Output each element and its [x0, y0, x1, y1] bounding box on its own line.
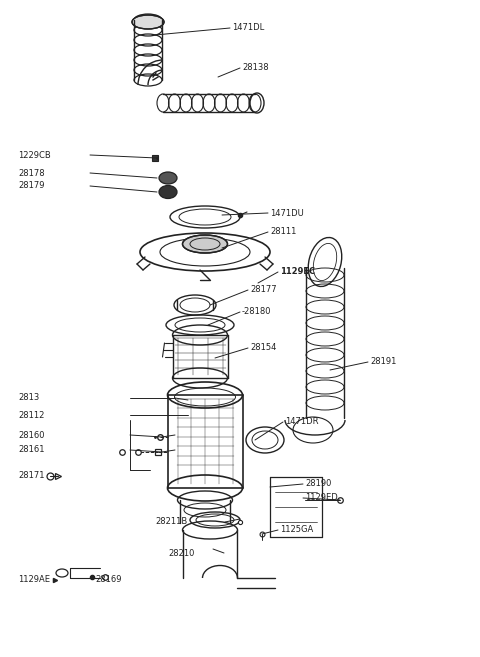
- Text: 28191: 28191: [370, 357, 396, 367]
- Text: 1229CB: 1229CB: [18, 150, 51, 160]
- Text: 28154: 28154: [250, 344, 276, 353]
- Text: 28138: 28138: [242, 64, 269, 72]
- Text: 1471DU: 1471DU: [270, 208, 304, 217]
- Text: 1471DL: 1471DL: [232, 24, 264, 32]
- Text: 28190: 28190: [305, 480, 331, 489]
- Text: 28171: 28171: [18, 472, 45, 480]
- Text: 28210: 28210: [168, 549, 194, 558]
- Text: 1125GA: 1125GA: [280, 526, 313, 535]
- Text: 28111: 28111: [270, 227, 296, 237]
- Text: -28180: -28180: [242, 307, 272, 317]
- Text: 1471DR: 1471DR: [285, 417, 319, 426]
- Ellipse shape: [182, 235, 228, 253]
- Text: 1129ED: 1129ED: [305, 493, 338, 503]
- Text: 28177: 28177: [250, 286, 276, 294]
- Text: 1129EC: 1129EC: [280, 267, 315, 277]
- Text: 2813: 2813: [18, 394, 39, 403]
- Ellipse shape: [159, 185, 177, 198]
- Text: 28211B: 28211B: [155, 518, 187, 526]
- Text: 28160: 28160: [18, 430, 45, 440]
- Text: 28112: 28112: [18, 411, 44, 420]
- Text: 1129AE: 1129AE: [18, 576, 50, 585]
- Ellipse shape: [132, 15, 164, 29]
- Text: 28161: 28161: [18, 445, 45, 455]
- Ellipse shape: [159, 172, 177, 184]
- Text: 28178: 28178: [18, 168, 45, 177]
- Text: 28179: 28179: [18, 181, 45, 191]
- Text: 28169: 28169: [95, 576, 121, 585]
